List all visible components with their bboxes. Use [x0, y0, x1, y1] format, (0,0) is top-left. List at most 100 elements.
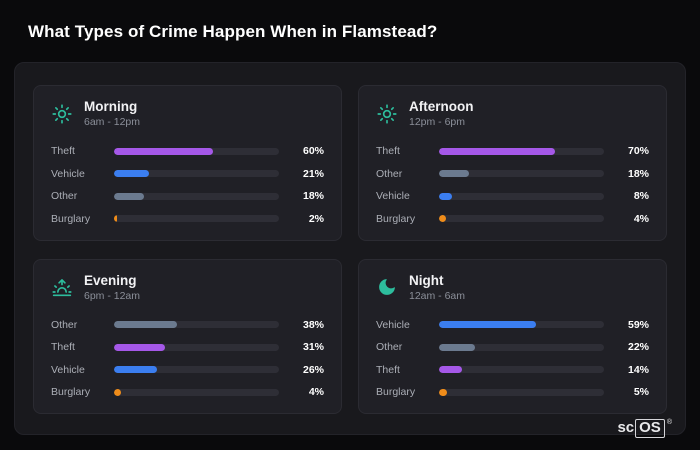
crime-percent-value: 18% [627, 167, 649, 180]
bar-track [439, 321, 604, 328]
crime-percent-value: 21% [302, 167, 324, 180]
bar-fill [439, 366, 463, 373]
crime-bar-row: Burglary 4% [51, 385, 324, 399]
crime-bar-row: Other 18% [376, 167, 649, 181]
bar-fill [114, 366, 157, 373]
bar-track [439, 147, 604, 155]
crime-category-label: Theft [51, 341, 75, 353]
crime-percent-value: 38% [302, 318, 324, 331]
bar-fill [114, 147, 213, 155]
bar-rows: Other 38% Theft 31% Vehicle 26% Burglary 4% [51, 318, 324, 404]
bar-fill [114, 321, 177, 328]
crime-bar-row: Theft 60% [51, 144, 324, 158]
card-header: Night 12am - 6am [376, 273, 649, 302]
crime-percent-value: 4% [633, 212, 649, 225]
card-heading: Evening 6pm - 12am [84, 273, 140, 302]
card-night: Night 12am - 6am Vehicle 59% Other 22% Theft… [358, 258, 667, 414]
card-header: Afternoon 12pm - 6pm [376, 99, 649, 128]
crime-category-label: Burglary [376, 212, 416, 225]
crime-bar-row: Other 38% [51, 318, 324, 332]
card-evening: Evening 6pm - 12am Other 38% Theft 31% Vehic… [33, 258, 342, 414]
crime-category-label: Burglary [51, 386, 91, 398]
card-heading: Night 12am - 6am [409, 273, 465, 302]
crime-percent-value: 5% [633, 386, 649, 398]
bar-fill [439, 147, 555, 155]
crime-percent-value: 18% [302, 190, 324, 202]
bar-fill [114, 343, 166, 351]
card-heading: Afternoon 12pm - 6pm [409, 99, 474, 128]
crime-category-label: Burglary [376, 386, 416, 398]
bar-track [114, 170, 279, 177]
crime-percent-value: 14% [627, 363, 649, 376]
card-title: Morning [84, 99, 138, 114]
card-subtitle: 6am - 12pm [84, 116, 141, 128]
card-title: Afternoon [409, 99, 474, 114]
crime-bar-row: Other 18% [51, 189, 324, 203]
crime-bar-row: Burglary 2% [51, 212, 324, 226]
card-subtitle: 6pm - 12am [84, 289, 141, 302]
card-afternoon: Afternoon 12pm - 6pm Theft 70% Other 18% Veh… [358, 85, 667, 241]
bar-track [114, 388, 279, 396]
bar-fill [114, 192, 144, 200]
bar-track [439, 215, 604, 222]
crime-category-label: Theft [376, 363, 400, 376]
bar-track [114, 147, 279, 155]
bar-track [114, 343, 279, 351]
crime-category-label: Theft [51, 145, 75, 157]
crime-category-label: Other [51, 190, 78, 202]
crime-percent-value: 60% [302, 145, 324, 157]
card-subtitle: 12pm - 6pm [409, 116, 466, 128]
crime-bar-row: Theft 31% [51, 340, 324, 354]
crime-category-label: Vehicle [51, 363, 85, 376]
bar-track [114, 192, 279, 200]
crime-percent-value: 8% [633, 190, 649, 202]
bar-fill [439, 215, 446, 222]
sunrise-icon [51, 276, 73, 298]
crime-percent-value: 31% [302, 341, 324, 353]
bar-rows: Vehicle 59% Other 22% Theft 14% Burglary 5% [376, 318, 649, 404]
crime-bar-row: Vehicle 59% [376, 318, 649, 332]
crime-bar-row: Burglary 5% [376, 385, 649, 399]
crime-bar-row: Vehicle 8% [376, 189, 649, 203]
brand-registered-mark: ® [666, 418, 672, 426]
sun-icon [51, 103, 73, 125]
crime-category-label: Other [376, 341, 403, 353]
card-header: Morning 6am - 12pm [51, 99, 324, 128]
bar-fill [439, 321, 537, 328]
crime-bar-row: Theft 14% [376, 363, 649, 377]
crime-percent-value: 70% [627, 145, 649, 157]
moon-icon [376, 276, 398, 298]
bar-track [439, 343, 604, 351]
brand-prefix: sc [617, 418, 635, 436]
crime-bar-row: Burglary 4% [376, 212, 649, 226]
bar-track [439, 388, 604, 396]
bar-fill [439, 192, 453, 200]
bar-fill [114, 388, 121, 396]
bar-fill [439, 170, 469, 177]
crime-category-label: Other [376, 167, 403, 180]
page-title: What Types of Crime Happen When in Flams… [28, 22, 438, 41]
crime-percent-value: 26% [302, 363, 324, 376]
bar-track [439, 366, 604, 373]
bar-track [439, 192, 604, 200]
bar-track [114, 215, 279, 222]
bar-track [114, 366, 279, 373]
bar-fill [439, 388, 448, 396]
bar-fill [439, 343, 476, 351]
crime-category-label: Vehicle [51, 167, 85, 180]
sun-icon [376, 103, 398, 125]
bar-rows: Theft 60% Vehicle 21% Other 18% Burglary 2% [51, 144, 324, 230]
bar-rows: Theft 70% Other 18% Vehicle 8% Burglary 4% [376, 144, 649, 230]
bar-track [439, 170, 604, 177]
crime-bar-row: Vehicle 26% [51, 363, 324, 377]
card-morning: Morning 6am - 12pm Theft 60% Vehicle 21% Oth… [33, 85, 342, 241]
card-title: Evening [84, 272, 137, 288]
crime-percent-value: 59% [627, 318, 649, 331]
cards-grid: Morning 6am - 12pm Theft 60% Vehicle 21% Oth… [33, 85, 667, 414]
crime-category-label: Other [51, 318, 78, 331]
crime-percent-value: 4% [308, 386, 324, 398]
bar-fill [114, 215, 118, 222]
crime-bar-row: Vehicle 21% [51, 167, 324, 181]
card-heading: Morning 6am - 12pm [84, 99, 140, 128]
crime-panel: Morning 6am - 12pm Theft 60% Vehicle 21% Oth… [14, 62, 686, 435]
